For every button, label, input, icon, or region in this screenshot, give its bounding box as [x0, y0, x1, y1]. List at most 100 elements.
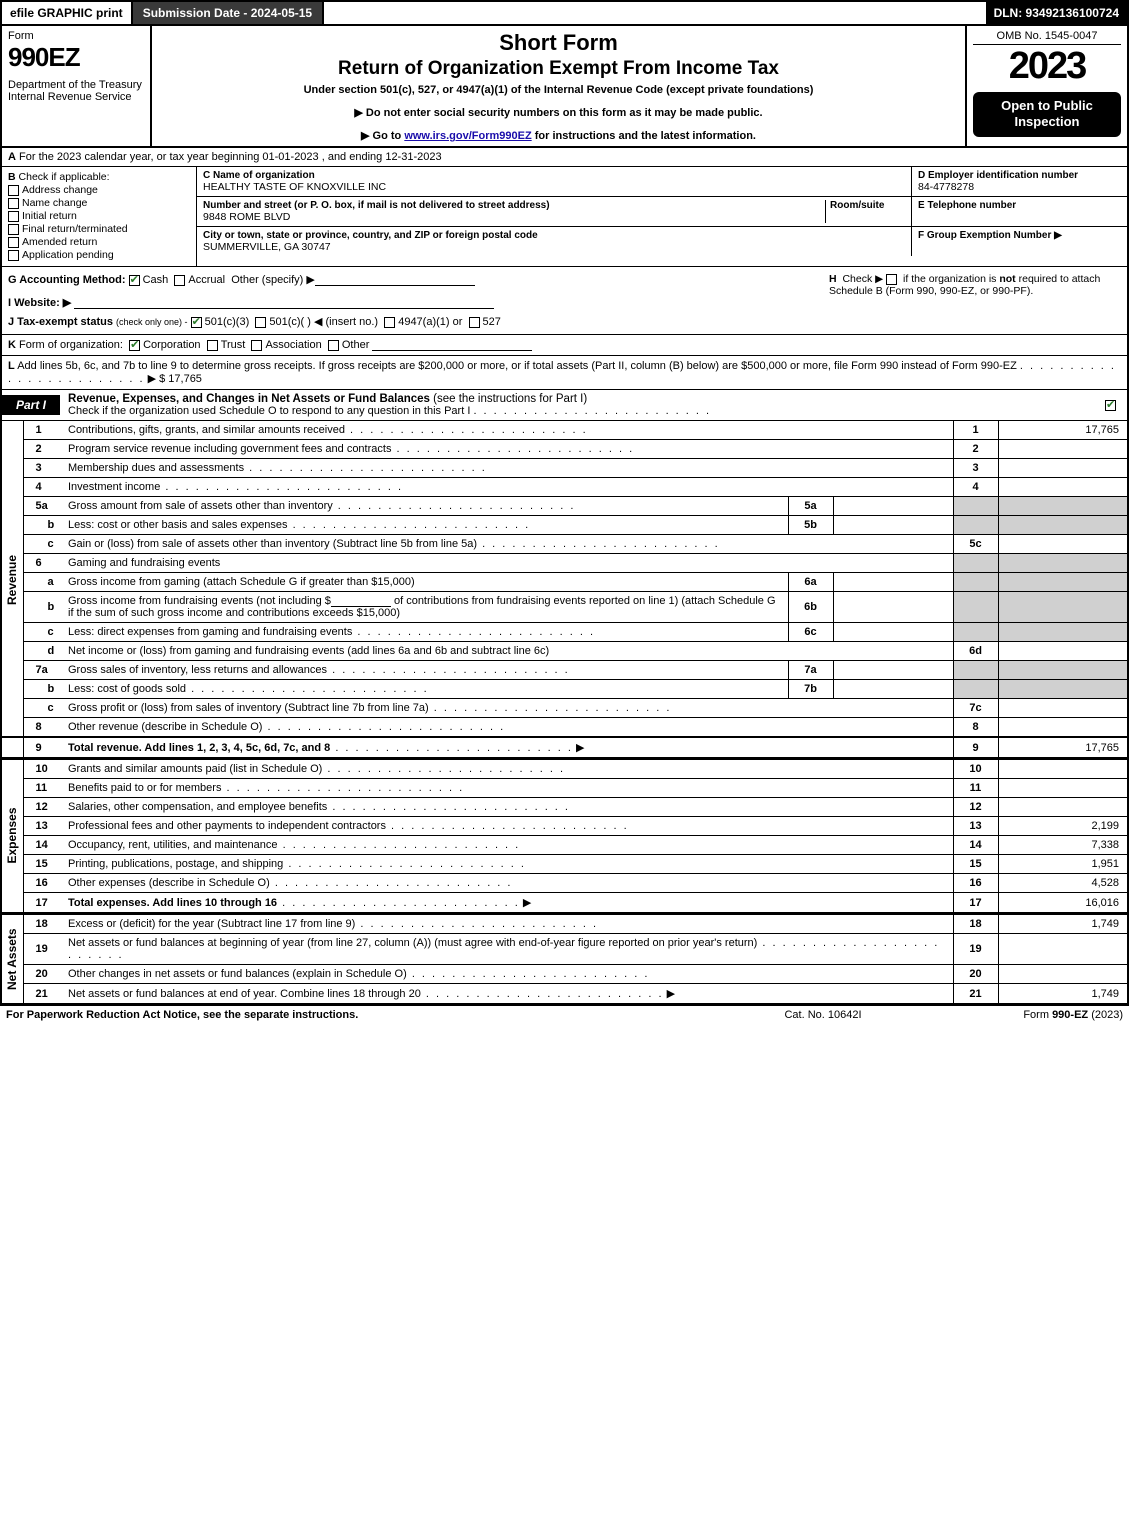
row-21: 21 Net assets or fund balances at end of… [1, 984, 1128, 1005]
other-specify-blank[interactable] [315, 274, 475, 286]
phone-cell: E Telephone number [912, 197, 1127, 226]
l6c-amt-shade [998, 623, 1128, 642]
l5c-num: c [23, 535, 63, 554]
chk-other-org[interactable] [328, 340, 339, 351]
return-title: Return of Organization Exempt From Incom… [160, 58, 957, 80]
l14-num: 14 [23, 836, 63, 855]
chk-application-pending[interactable]: Application pending [8, 249, 190, 261]
section-ghij: G Accounting Method: Cash Accrual Other … [0, 267, 1129, 335]
l6d-desc: Net income or (loss) from gaming and fun… [68, 645, 549, 657]
l7a-midval [833, 661, 953, 680]
l19-box: 19 [953, 934, 998, 965]
chk-association[interactable] [251, 340, 262, 351]
l6b-num: b [23, 592, 63, 623]
l17-box: 17 [953, 893, 998, 913]
row-k: K Form of organization: Corporation Trus… [0, 335, 1129, 356]
group-exemption-cell: F Group Exemption Number ▶ [912, 227, 1127, 256]
row-3: 3 Membership dues and assessments 3 [1, 459, 1128, 478]
row-10: Expenses 10 Grants and similar amounts p… [1, 759, 1128, 779]
ein-cell: D Employer identification number 84-4778… [912, 167, 1127, 196]
row-9: 9 Total revenue. Add lines 1, 2, 3, 4, 5… [1, 737, 1128, 758]
header-center: Short Form Return of Organization Exempt… [152, 26, 967, 146]
l16-num: 16 [23, 874, 63, 893]
website-blank[interactable] [74, 297, 494, 309]
ein-value: 84-4778278 [918, 181, 1121, 193]
l16-box: 16 [953, 874, 998, 893]
column-b-checkboxes: B Check if applicable: Address change Na… [2, 167, 197, 266]
l15-num: 15 [23, 855, 63, 874]
l7c-desc: Gross profit or (loss) from sales of inv… [68, 702, 429, 714]
l8-desc: Other revenue (describe in Schedule O) [68, 721, 262, 733]
l13-desc: Professional fees and other payments to … [68, 820, 386, 832]
city-label: City or town, state or province, country… [203, 230, 905, 241]
l-text: Add lines 5b, 6c, and 7b to line 9 to de… [17, 360, 1017, 372]
chk-initial-return[interactable]: Initial return [8, 210, 190, 222]
chk-cash[interactable] [129, 275, 140, 286]
submission-date-button[interactable]: Submission Date - 2024-05-15 [133, 2, 324, 24]
l1-num: 1 [23, 421, 63, 440]
chk-amended-return[interactable]: Amended return [8, 236, 190, 248]
l7b-desc: Less: cost of goods sold [68, 683, 186, 695]
chk-527[interactable] [469, 317, 480, 328]
efile-print-button[interactable]: efile GRAPHIC print [2, 2, 133, 24]
form-number: 990EZ [8, 42, 144, 73]
chk-corporation[interactable] [129, 340, 140, 351]
row-6: 6 Gaming and fundraising events [1, 554, 1128, 573]
l6a-box-shade [953, 573, 998, 592]
part-i-checkbox[interactable] [1105, 399, 1127, 411]
l5b-box-shade [953, 516, 998, 535]
page-footer: For Paperwork Reduction Act Notice, see … [0, 1005, 1129, 1024]
row-7a: 7a Gross sales of inventory, less return… [1, 661, 1128, 680]
chk-final-return[interactable]: Final return/terminated [8, 223, 190, 235]
row-8: 8 Other revenue (describe in Schedule O)… [1, 718, 1128, 738]
street-cell: Number and street (or P. O. box, if mail… [197, 197, 912, 226]
l2-desc: Program service revenue including govern… [68, 443, 391, 455]
chk-501c3[interactable] [191, 317, 202, 328]
l5b-mid: 5b [788, 516, 833, 535]
l5c-box: 5c [953, 535, 998, 554]
l16-amt: 4,528 [998, 874, 1128, 893]
k-prefix: K [8, 339, 16, 351]
l10-box: 10 [953, 759, 998, 779]
row-11: 11 Benefits paid to or for members 11 [1, 779, 1128, 798]
l7a-amt-shade [998, 661, 1128, 680]
row-17: 17 Total expenses. Add lines 10 through … [1, 893, 1128, 913]
other-org-blank[interactable] [372, 339, 532, 351]
revenue-table: Revenue 1 Contributions, gifts, grants, … [0, 421, 1129, 758]
l15-amt: 1,951 [998, 855, 1128, 874]
chk-final-return-label: Final return/terminated [22, 223, 128, 235]
ssn-warning: ▶ Do not enter social security numbers o… [160, 106, 957, 119]
l6b-box-shade [953, 592, 998, 623]
part-i-sub-text: Check if the organization used Schedule … [68, 405, 470, 417]
l2-amt [998, 440, 1128, 459]
org-name-label: C Name of organization [203, 170, 905, 181]
l6b-blank[interactable] [331, 595, 391, 607]
l5c-desc: Gain or (loss) from sale of assets other… [68, 538, 477, 550]
chk-schedule-b[interactable] [886, 274, 897, 285]
row-6d: d Net income or (loss) from gaming and f… [1, 642, 1128, 661]
irs-link[interactable]: www.irs.gov/Form990EZ [404, 130, 531, 142]
l9-desc: Total revenue. Add lines 1, 2, 3, 4, 5c,… [68, 742, 330, 754]
chk-address-change-label: Address change [22, 184, 98, 196]
l7c-num: c [23, 699, 63, 718]
row-7b: b Less: cost of goods sold 7b [1, 680, 1128, 699]
sidelabel-expenses: Expenses [1, 759, 23, 913]
l6d-num: d [23, 642, 63, 661]
form-header: Form 990EZ Department of the Treasury In… [0, 26, 1129, 148]
chk-4947[interactable] [384, 317, 395, 328]
chk-name-change[interactable]: Name change [8, 197, 190, 209]
chk-trust[interactable] [207, 340, 218, 351]
l6c-desc: Less: direct expenses from gaming and fu… [68, 626, 352, 638]
row-a-tax-year: A For the 2023 calendar year, or tax yea… [0, 148, 1129, 167]
org-name-cell: C Name of organization HEALTHY TASTE OF … [197, 167, 912, 196]
department-label: Department of the Treasury Internal Reve… [8, 79, 144, 103]
note2-post: for instructions and the latest informat… [532, 130, 756, 142]
chk-501c[interactable] [255, 317, 266, 328]
footer-right-pre: Form [1023, 1009, 1052, 1021]
footer-right-post: (2023) [1088, 1009, 1123, 1021]
chk-accrual[interactable] [174, 275, 185, 286]
chk-address-change[interactable]: Address change [8, 184, 190, 196]
l17-desc: Total expenses. Add lines 10 through 16 [68, 897, 277, 909]
l19-amt [998, 934, 1128, 965]
part-i-header: Part I Revenue, Expenses, and Changes in… [0, 390, 1129, 421]
